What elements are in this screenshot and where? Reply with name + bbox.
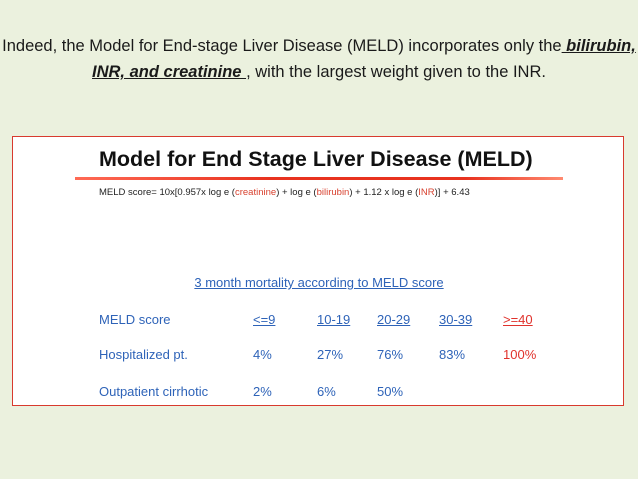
table-cell: 4% (253, 347, 272, 362)
formula-part-2: ) + log e ( (276, 187, 317, 198)
header-cell-range-4: 30-39 (439, 312, 473, 327)
row-label: Outpatient cirrhotic (99, 384, 209, 399)
formula-part-1: MELD score= 10x[0.957x log e ( (99, 187, 235, 198)
header-cell-label: MELD score (99, 312, 171, 327)
table-row-outpatient: Outpatient cirrhotic 2% 6% 50% (13, 384, 625, 404)
slide-caption: Indeed, the Model for End-stage Liver Di… (0, 33, 638, 85)
caption-emphasis: bilirubin, INR, and creatinine (92, 37, 636, 81)
formula-part-3: ) + 1.12 x log e ( (349, 187, 419, 198)
meld-slide-image: Model for End Stage Liver Disease (MELD)… (12, 136, 624, 406)
header-cell-range-1: <=9 (253, 312, 276, 327)
header-cell-range-2: 10-19 (317, 312, 351, 327)
table-cell: 76% (377, 347, 404, 362)
formula-part-4: )] + 6.43 (434, 187, 470, 198)
caption-text-end: , with the largest weight given to the I… (246, 63, 546, 81)
table-cell-highlight: 100% (503, 347, 537, 362)
caption-line-1: Indeed, the Model for End-stage Liver Di… (0, 33, 638, 85)
formula-term-inr: INR (418, 187, 435, 198)
table-cell: 2% (253, 384, 272, 399)
formula-term-bilirubin: bilirubin (316, 187, 350, 198)
header-cell-range-5: >=40 (503, 312, 533, 327)
header-cell-range-3: 20-29 (377, 312, 411, 327)
table-cell: 27% (317, 347, 344, 362)
table-row-hospitalized: Hospitalized pt. 4% 27% 76% 83% 100% (13, 347, 625, 367)
table-cell: 6% (317, 384, 336, 399)
row-label: Hospitalized pt. (99, 347, 188, 362)
table-cell: 83% (439, 347, 466, 362)
meld-formula: MELD score= 10x[0.957x log e (creatinine… (99, 187, 470, 198)
caption-text: Indeed, the Model for End-stage Liver Di… (2, 37, 562, 55)
title-divider (75, 177, 563, 180)
table-header-row: MELD score <=9 10-19 20-29 30-39 >=40 (13, 312, 625, 332)
table-cell: 50% (377, 384, 404, 399)
formula-term-creatinine: creatinine (234, 187, 277, 198)
meld-title: Model for End Stage Liver Disease (MELD) (99, 147, 533, 171)
mortality-table-title: 3 month mortality according to MELD scor… (194, 275, 444, 290)
